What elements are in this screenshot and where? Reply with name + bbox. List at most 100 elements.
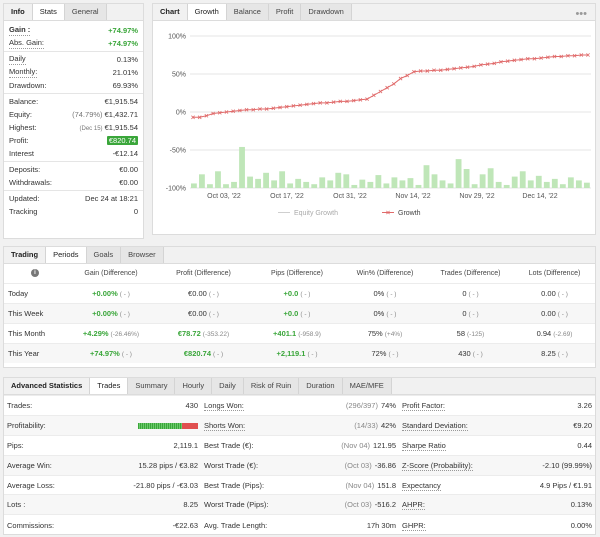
cell-trades: 58 (-125)	[427, 322, 514, 343]
profit-difference: (-353.22)	[202, 330, 230, 338]
deposits-value: €0.00	[119, 165, 138, 174]
stat-value-cell: (14/33) 42%	[306, 414, 399, 436]
daily-bar	[303, 181, 310, 188]
gain-value: +0.00%	[92, 308, 118, 318]
growth-point	[371, 93, 376, 98]
tab-browser[interactable]: Browser	[121, 247, 164, 263]
stat-label-cell: Sharpe Ratio	[399, 434, 511, 456]
legend-equity-growth[interactable]: Equity Growth	[294, 210, 338, 217]
trades-value: 58	[456, 328, 465, 338]
tab-advanced-statistics[interactable]: Advanced Statistics	[4, 378, 91, 394]
stat-label[interactable]: GHPR:	[402, 520, 426, 531]
stat-label[interactable]: Sharpe Ratio	[402, 440, 446, 451]
growth-point	[512, 58, 517, 63]
tab-mae-mfe[interactable]: MAE/MFE	[342, 378, 392, 394]
tab-info[interactable]: Info	[4, 4, 33, 20]
header-win: Win% (Difference)	[356, 269, 414, 277]
tab-hourly[interactable]: Hourly	[175, 378, 213, 394]
stat-label-cell: Z-Score (Probability):	[399, 454, 511, 476]
chart-panel: Chart Growth Balance Profit Drawdown •••…	[152, 3, 596, 235]
tab-summary[interactable]: Summary	[128, 378, 176, 394]
stat-value-cell: (Nov 04) 121.95	[306, 434, 399, 456]
stat-label: Worst Trade (€):	[204, 460, 259, 470]
growth-point	[325, 100, 329, 105]
info-icon[interactable]: i	[4, 264, 66, 283]
trades-difference: (-125)	[467, 330, 485, 338]
stat-label[interactable]: Expectancy	[402, 480, 441, 491]
lots-difference: ( - )	[557, 350, 568, 358]
tab-general[interactable]: General	[64, 4, 107, 20]
stat-label-cell: GHPR:	[399, 514, 511, 535]
daily-bar	[375, 175, 382, 188]
daily-bar	[479, 174, 486, 188]
tab-profit[interactable]: Profit	[268, 4, 302, 20]
lots-difference: (-2.69)	[553, 330, 573, 338]
info-tabs: Info Stats General	[4, 4, 143, 21]
abs-gain-label[interactable]: Abs. Gain:	[9, 38, 45, 49]
growth-point	[251, 107, 256, 112]
growth-point	[458, 66, 463, 70]
pips-difference: ( - )	[307, 350, 318, 358]
tab-stats[interactable]: Stats	[32, 4, 65, 20]
stat-label[interactable]: Profit Factor:	[402, 400, 445, 411]
header-profit: Profit (Difference)	[176, 269, 231, 277]
cell-lots: 8.25( - )	[514, 342, 595, 363]
tab-balance[interactable]: Balance	[226, 4, 269, 20]
trades-difference: ( - )	[468, 310, 479, 318]
chart-menu-icon[interactable]: •••	[575, 8, 587, 20]
period-label: This Week	[4, 302, 66, 323]
stat-label-cell: Lots :	[4, 494, 84, 515]
tab-daily[interactable]: Daily	[212, 378, 244, 394]
gain-difference: ( - )	[121, 350, 132, 358]
stat-value: -516.2	[374, 500, 396, 510]
tab-trades[interactable]: Trades	[90, 378, 129, 394]
pips-value: +401.1	[273, 328, 297, 338]
stat-label-cell: Shorts Won:	[201, 414, 306, 436]
stat-value: 17h 30m	[366, 520, 396, 530]
monthly-row: Monthly: 21.01%	[4, 66, 143, 79]
interest-label: Interest	[9, 148, 35, 158]
tab-trading[interactable]: Trading	[4, 247, 47, 263]
daily-bar	[383, 183, 390, 188]
gain-label[interactable]: Gain :	[9, 25, 31, 36]
stat-label[interactable]: Shorts Won:	[204, 420, 246, 431]
lots-value: 0.00	[541, 288, 556, 298]
growth-point	[579, 53, 584, 57]
tab-chart[interactable]: Chart	[153, 4, 188, 20]
daily-label[interactable]: Daily	[9, 54, 26, 65]
stat-label[interactable]: AHPR:	[402, 500, 425, 511]
tab-risk-of-ruin[interactable]: Risk of Ruin	[243, 378, 300, 394]
stat-label[interactable]: Standard Deviation:	[402, 420, 468, 431]
growth-point	[545, 55, 550, 60]
stat-value: €9.20	[573, 420, 592, 430]
tab-goals[interactable]: Goals	[86, 247, 122, 263]
pips-value: +0.0	[283, 308, 299, 318]
growth-point	[217, 110, 222, 115]
cell-pips: +0.0( - )	[251, 282, 343, 303]
stat-value: 15.28 pips / €3.82	[138, 460, 198, 470]
x-tick-label: Oct 31, '22	[333, 193, 367, 200]
daily-bar	[535, 175, 542, 188]
stat-label[interactable]: Longs Won:	[204, 400, 244, 411]
growth-point	[345, 99, 349, 104]
profit-difference: ( - )	[208, 290, 219, 298]
daily-bar	[559, 184, 566, 188]
pips-value: +2,119.1	[276, 348, 306, 358]
monthly-label[interactable]: Monthly:	[9, 67, 38, 78]
tab-drawdown[interactable]: Drawdown	[301, 4, 352, 20]
y-tick-label: 0%	[176, 110, 186, 117]
legend-growth[interactable]: Growth	[398, 210, 421, 217]
tab-growth[interactable]: Growth	[187, 4, 227, 20]
growth-line	[193, 54, 588, 118]
stat-value: 8.25	[183, 500, 198, 510]
stat-value-cell: (296/397) 74%	[306, 395, 399, 416]
pips-difference: ( - )	[300, 290, 311, 298]
tab-periods[interactable]: Periods	[46, 247, 87, 263]
growth-point	[284, 104, 289, 109]
stat-label: Average Loss:	[7, 480, 55, 490]
stat-label[interactable]: Z-Score (Probability):	[402, 460, 473, 471]
stat-value-cell: -21.80 pips / -€3.03	[84, 474, 201, 495]
table-row: This Month +4.29% (-26.46%) €78.72 (-353.22)…	[4, 322, 595, 343]
growth-point	[499, 59, 503, 64]
tab-duration[interactable]: Duration	[299, 378, 343, 394]
